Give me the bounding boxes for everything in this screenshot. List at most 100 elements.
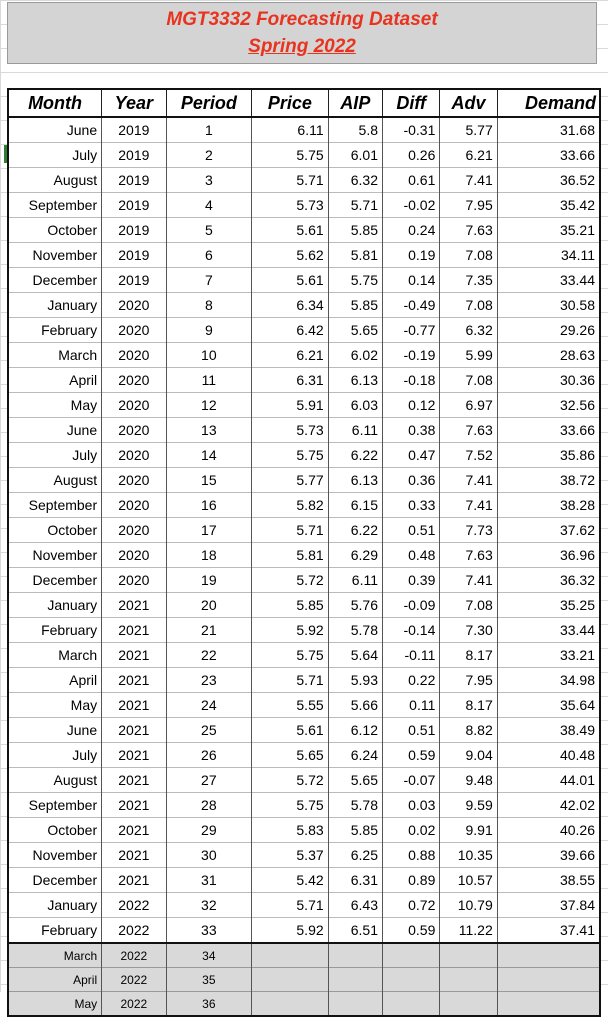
cell-month[interactable]: September <box>9 792 102 818</box>
cell-adv[interactable]: 7.08 <box>439 367 498 393</box>
cell-period[interactable]: 17 <box>165 517 252 543</box>
cell-year[interactable]: 2021 <box>101 692 167 718</box>
cell-aip[interactable]: 5.76 <box>327 592 383 618</box>
cell-period[interactable]: 19 <box>165 567 252 593</box>
cell-aip[interactable]: 6.22 <box>327 442 383 468</box>
cell-diff[interactable]: 0.36 <box>381 467 440 493</box>
cell-aip[interactable]: 5.64 <box>327 642 383 668</box>
cell-demand[interactable]: 38.55 <box>496 867 599 893</box>
cell-price[interactable]: 6.34 <box>251 292 329 318</box>
cell-price[interactable]: 5.73 <box>251 192 329 218</box>
cell-period[interactable]: 12 <box>165 392 252 418</box>
cell-aip[interactable]: 6.01 <box>327 142 383 168</box>
cell-price[interactable]: 5.75 <box>251 642 329 668</box>
cell-month[interactable]: August <box>9 467 102 493</box>
cell-period[interactable]: 25 <box>165 717 252 743</box>
cell-demand[interactable]: 37.41 <box>496 917 599 943</box>
cell-diff[interactable]: 0.51 <box>381 717 440 743</box>
cell-month[interactable]: March <box>9 342 102 368</box>
cell-aip[interactable] <box>327 942 383 968</box>
cell-diff[interactable] <box>381 942 440 968</box>
cell-diff[interactable]: 0.02 <box>381 817 440 843</box>
cell-year[interactable]: 2022 <box>101 892 167 918</box>
cell-period[interactable]: 16 <box>165 492 252 518</box>
cell-diff[interactable]: 0.88 <box>381 842 440 868</box>
cell-demand[interactable]: 35.86 <box>496 442 599 468</box>
cell-diff[interactable]: 0.61 <box>381 167 440 193</box>
cell-aip[interactable]: 5.85 <box>327 217 383 243</box>
cell-year[interactable]: 2021 <box>101 742 167 768</box>
cell-aip[interactable] <box>327 991 383 1015</box>
cell-demand[interactable]: 40.26 <box>496 817 599 843</box>
cell-adv[interactable]: 7.63 <box>439 417 498 443</box>
cell-year[interactable]: 2020 <box>101 467 167 493</box>
cell-diff[interactable]: -0.07 <box>381 767 440 793</box>
cell-adv[interactable]: 11.22 <box>439 917 498 943</box>
cell-year[interactable]: 2022 <box>101 917 167 943</box>
cell-adv[interactable]: 9.91 <box>439 817 498 843</box>
cell-adv[interactable]: 8.82 <box>439 717 498 743</box>
cell-year[interactable]: 2020 <box>101 492 167 518</box>
cell-period[interactable]: 7 <box>165 267 252 293</box>
cell-demand[interactable]: 38.49 <box>496 717 599 743</box>
cell-aip[interactable]: 6.22 <box>327 517 383 543</box>
cell-adv[interactable] <box>439 942 498 968</box>
cell-demand[interactable]: 40.48 <box>496 742 599 768</box>
cell-adv[interactable]: 7.08 <box>439 592 498 618</box>
cell-year[interactable]: 2021 <box>101 592 167 618</box>
cell-aip[interactable]: 5.81 <box>327 242 383 268</box>
cell-price[interactable]: 5.81 <box>251 542 329 568</box>
cell-demand[interactable]: 39.66 <box>496 842 599 868</box>
cell-period[interactable]: 32 <box>165 892 252 918</box>
cell-year[interactable]: 2021 <box>101 817 167 843</box>
cell-aip[interactable]: 5.78 <box>327 792 383 818</box>
cell-year[interactable]: 2021 <box>101 717 167 743</box>
cell-diff[interactable]: 0.03 <box>381 792 440 818</box>
cell-price[interactable]: 5.61 <box>251 717 329 743</box>
cell-year[interactable]: 2020 <box>101 517 167 543</box>
cell-price[interactable]: 5.62 <box>251 242 329 268</box>
cell-month[interactable]: September <box>9 492 102 518</box>
cell-aip[interactable] <box>327 967 383 992</box>
cell-month[interactable]: May <box>9 392 102 418</box>
cell-adv[interactable] <box>439 967 498 992</box>
cell-demand[interactable]: 28.63 <box>496 342 599 368</box>
cell-period[interactable]: 8 <box>165 292 252 318</box>
cell-price[interactable] <box>251 942 329 968</box>
cell-diff[interactable]: 0.26 <box>381 142 440 168</box>
cell-demand[interactable]: 35.64 <box>496 692 599 718</box>
column-header-year[interactable]: Year <box>101 90 167 118</box>
cell-year[interactable]: 2020 <box>101 342 167 368</box>
cell-month[interactable]: October <box>9 817 102 843</box>
cell-period[interactable]: 36 <box>165 991 252 1015</box>
cell-adv[interactable]: 7.41 <box>439 467 498 493</box>
cell-year[interactable]: 2021 <box>101 842 167 868</box>
cell-period[interactable]: 9 <box>165 317 252 343</box>
cell-diff[interactable]: -0.19 <box>381 342 440 368</box>
cell-month[interactable]: July <box>9 142 102 168</box>
cell-price[interactable]: 5.55 <box>251 692 329 718</box>
cell-adv[interactable] <box>439 991 498 1015</box>
cell-diff[interactable]: -0.31 <box>381 116 440 143</box>
cell-year[interactable]: 2020 <box>101 317 167 343</box>
cell-adv[interactable]: 7.95 <box>439 192 498 218</box>
cell-aip[interactable]: 5.93 <box>327 667 383 693</box>
cell-diff[interactable]: 0.19 <box>381 242 440 268</box>
cell-diff[interactable]: 0.24 <box>381 217 440 243</box>
column-header-aip[interactable]: AIP <box>327 90 383 118</box>
column-header-price[interactable]: Price <box>251 90 329 118</box>
cell-diff[interactable]: -0.77 <box>381 317 440 343</box>
cell-aip[interactable]: 5.65 <box>327 767 383 793</box>
cell-month[interactable]: June <box>9 116 102 143</box>
cell-month[interactable]: May <box>9 991 102 1015</box>
cell-diff[interactable]: -0.02 <box>381 192 440 218</box>
cell-diff[interactable]: 0.33 <box>381 492 440 518</box>
cell-adv[interactable]: 6.32 <box>439 317 498 343</box>
cell-price[interactable]: 5.75 <box>251 142 329 168</box>
cell-demand[interactable]: 35.42 <box>496 192 599 218</box>
cell-adv[interactable]: 10.35 <box>439 842 498 868</box>
cell-adv[interactable]: 7.73 <box>439 517 498 543</box>
cell-aip[interactable]: 6.31 <box>327 867 383 893</box>
cell-demand[interactable]: 35.21 <box>496 217 599 243</box>
cell-period[interactable]: 11 <box>165 367 252 393</box>
